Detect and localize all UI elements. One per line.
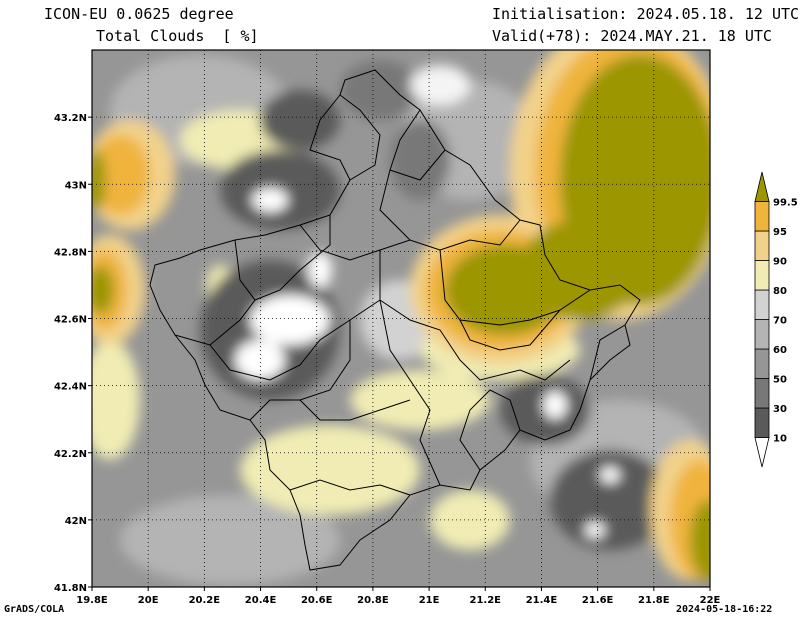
colorbar-swatch <box>754 230 770 261</box>
lon-tick-label: 20.6E <box>301 595 333 606</box>
credit-label: GrADS/COLA <box>4 604 65 615</box>
lon-tick-label: 20.8E <box>357 595 389 606</box>
init-time: Initialisation: 2024.05.18. 12 UTC <box>492 5 800 23</box>
latitude-tick-labels: 43.2N 43N 42.8N 42.6N 42.4N 42.2N 42N 41.8N <box>54 113 87 594</box>
colorbar-swatch <box>754 260 770 291</box>
colorbar-level-label: 99.5 <box>773 198 798 209</box>
colorbar-level-label: 60 <box>773 345 787 356</box>
colorbar-level-label: 10 <box>773 434 787 445</box>
valid-time: Valid(+78): 2024.MAY.21. 18 UTC <box>492 27 772 45</box>
lat-tick-label: 42N <box>65 516 87 527</box>
lat-tick-label: 42.2N <box>54 449 87 460</box>
colorbar-swatch <box>754 171 770 202</box>
colorbar-swatch <box>754 201 770 232</box>
colorbar-level-label: 80 <box>773 286 787 297</box>
colorbar-swatch <box>754 407 770 438</box>
colorbar-swatch <box>754 289 770 320</box>
lon-tick-label: 21.2E <box>470 595 502 606</box>
lon-tick-label: 20.2E <box>189 595 221 606</box>
lon-tick-label: 19.8E <box>76 595 108 606</box>
longitude-tick-labels: 19.8E 20E 20.2E 20.4E 20.6E 20.8E 21E 21.2E 21.4… <box>76 595 720 606</box>
colorbar-level-label: 30 <box>773 404 787 415</box>
lon-tick-label: 20E <box>138 595 159 606</box>
lat-tick-label: 43.2N <box>54 113 87 124</box>
cloud-field <box>92 50 710 587</box>
lat-tick-label: 42.6N <box>54 315 87 326</box>
colorbar-level-label: 95 <box>773 227 787 238</box>
colorbar-level-label: 70 <box>773 316 787 327</box>
lon-tick-label: 22E <box>700 595 721 606</box>
lat-tick-label: 43N <box>65 180 87 191</box>
lat-tick-label: 41.8N <box>54 583 87 594</box>
lon-tick-label: 21.6E <box>582 595 614 606</box>
lon-tick-label: 21.4E <box>526 595 558 606</box>
model-title: ICON-EU 0.0625 degree <box>44 5 234 23</box>
lon-tick-label: 21E <box>419 595 440 606</box>
colorbar-swatch <box>754 319 770 350</box>
lat-tick-label: 42.4N <box>54 382 87 393</box>
colorbar-swatch <box>754 348 770 379</box>
colorbar-level-label: 90 <box>773 257 787 268</box>
lon-tick-label: 21.8E <box>638 595 670 606</box>
lon-tick-label: 20.4E <box>245 595 277 606</box>
lat-lon-grid <box>88 50 711 591</box>
colorbar-swatch <box>754 437 770 468</box>
plot-frame <box>91 49 711 588</box>
lat-tick-label: 42.8N <box>54 247 87 258</box>
colorbar: 10 30 50 60 70 80 90 95 99.5 <box>754 171 798 468</box>
district-boundaries <box>149 69 641 571</box>
colorbar-level-label: 50 <box>773 375 787 386</box>
timestamp-label: 2024-05-18-16:22 <box>676 604 773 615</box>
variable-title: Total Clouds [ %] <box>96 27 259 45</box>
colorbar-swatch <box>754 378 770 409</box>
